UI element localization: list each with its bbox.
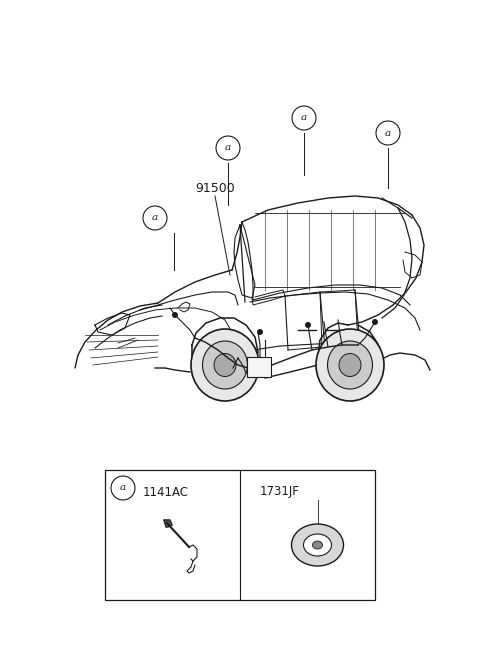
Circle shape [143, 206, 167, 230]
Circle shape [292, 106, 316, 130]
Circle shape [376, 121, 400, 145]
Ellipse shape [312, 541, 323, 549]
Polygon shape [164, 520, 172, 527]
Circle shape [305, 322, 311, 328]
Text: 1141AC: 1141AC [143, 485, 189, 499]
Ellipse shape [339, 354, 361, 377]
FancyBboxPatch shape [247, 357, 271, 377]
Circle shape [111, 476, 135, 500]
Ellipse shape [291, 524, 344, 566]
Ellipse shape [303, 534, 332, 556]
Ellipse shape [214, 354, 236, 377]
Ellipse shape [327, 341, 372, 389]
Ellipse shape [316, 329, 384, 401]
Text: a: a [301, 113, 307, 123]
Ellipse shape [191, 329, 259, 401]
Circle shape [372, 319, 378, 325]
Circle shape [172, 312, 178, 318]
Text: 91500: 91500 [195, 182, 235, 194]
Circle shape [257, 329, 263, 335]
Text: a: a [225, 144, 231, 152]
FancyBboxPatch shape [105, 470, 375, 600]
Text: a: a [385, 129, 391, 138]
Text: a: a [120, 483, 126, 493]
Text: a: a [152, 213, 158, 222]
Circle shape [216, 136, 240, 160]
Text: 1731JF: 1731JF [260, 485, 300, 499]
Ellipse shape [203, 341, 248, 389]
